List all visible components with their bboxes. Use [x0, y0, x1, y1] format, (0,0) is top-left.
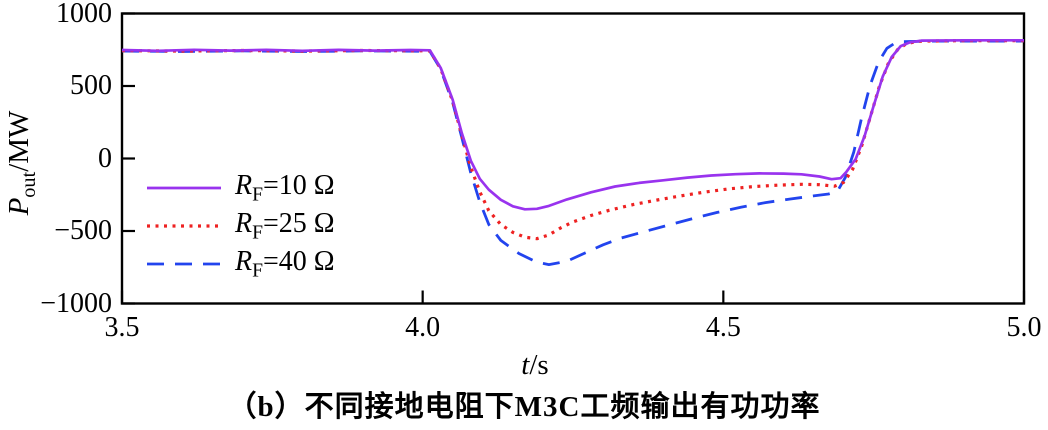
figure-caption: （b）不同接地电阻下M3C工频输出有功功率 — [227, 391, 821, 423]
y-tick-label: 0 — [98, 142, 112, 174]
y-axis-label-unit: /MW — [3, 110, 36, 172]
legend-item-0: RF=10 Ω — [146, 169, 335, 207]
y-tick-label: 1000 — [56, 0, 112, 29]
y-axis-label-symbol: P — [3, 197, 36, 216]
y-tick-label: 500 — [70, 70, 112, 101]
legend-label: RF=25 Ω — [235, 207, 335, 244]
x-tick-label: 5.0 — [1006, 312, 1042, 343]
x-tick-label: 3.5 — [104, 312, 140, 343]
x-axis-label-unit: /s — [529, 349, 549, 381]
legend-item-2: RF=40 Ω — [146, 245, 335, 283]
legend-swatch-solid — [147, 186, 221, 190]
x-axis-label: t/s — [521, 349, 548, 382]
legend-label: RF=40 Ω — [235, 245, 335, 282]
y-tick-label: −500 — [54, 215, 112, 246]
legend-item-1: RF=25 Ω — [146, 207, 335, 245]
series-curve-10-Ω — [121, 38, 1024, 211]
legend-swatch-dotted — [147, 224, 221, 228]
legend-swatch-dashed — [147, 262, 221, 266]
series-curve-25-Ω — [121, 38, 1024, 241]
y-axis-label-subscript: out — [17, 171, 40, 198]
y-axis-label: Pout/MW — [3, 111, 41, 216]
x-axis-label-symbol: t — [521, 349, 530, 381]
y-tick-label: −1000 — [40, 287, 112, 319]
legend-label: RF=10 Ω — [235, 169, 335, 206]
legend: RF=10 Ω RF=25 Ω RF=40 Ω — [146, 169, 335, 283]
x-tick-label: 4.5 — [705, 312, 741, 343]
x-tick-label: 4.0 — [405, 312, 441, 343]
